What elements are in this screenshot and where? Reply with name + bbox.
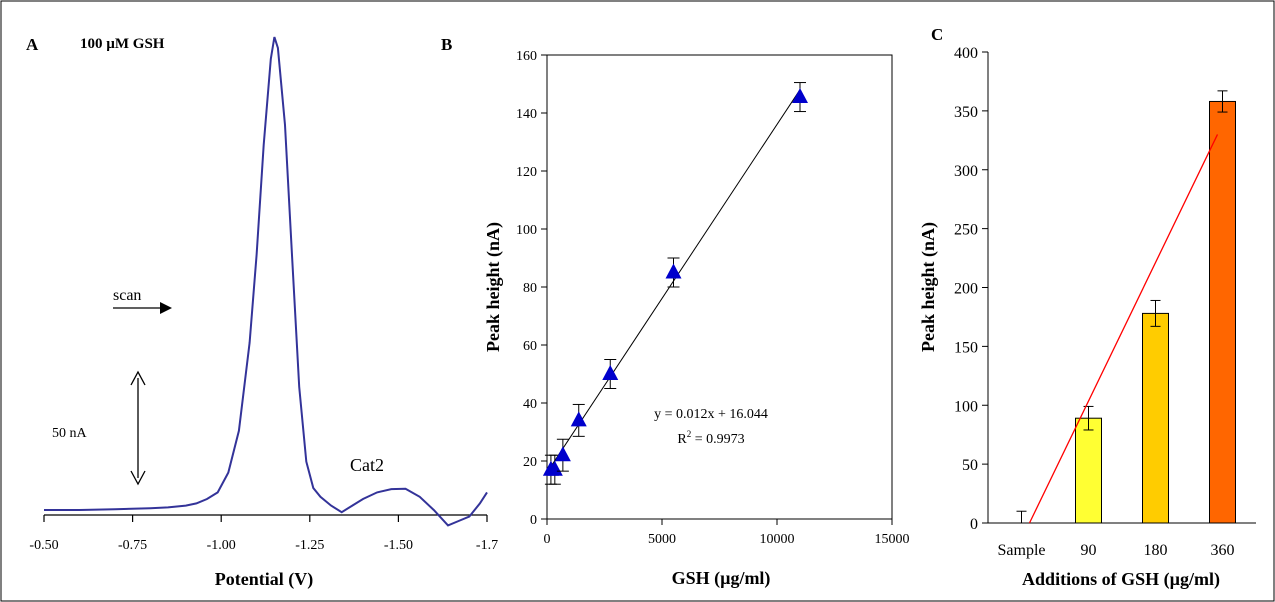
panel-c-y-title: Peak height (nA) [918,222,939,352]
scale-bar-arrow-bottom [130,470,146,486]
panel-a: A 100 µM GSH -0.50 -0.75 -1.00 -1.25 -1.50 -1… [26,35,498,590]
data-point-triangle [554,446,571,462]
panel-a-x-ticks: -0.50 -0.75 -1.00 -1.25 -1.50 -1.7 [29,515,498,553]
bar-90 [1075,417,1102,524]
scan-arrow-head [160,302,172,314]
panel-a-x-tick-label: -0.50 [29,538,58,553]
panel-c-x-labels: Sample 90 180 360 [998,542,1235,559]
panel-c-y-tick-label: 0 [970,516,978,533]
panel-a-title: 100 µM GSH [80,36,165,52]
data-point-triangle [546,460,563,476]
panel-c-y-tick-label: 200 [954,281,978,298]
panel-b-plot-area [546,54,893,520]
panel-b-y-tick-label: 120 [516,165,537,180]
panel-b-y-tick-label: 140 [516,107,537,122]
panel-b-y-tick-label: 40 [523,397,537,412]
bar-180 [1142,312,1169,524]
panel-b-x-title: GSH (µg/ml) [672,568,771,589]
scale-bar-label: 50 nA [52,426,88,441]
panel-a-x-tick-label: -1.25 [295,538,324,553]
panel-b-y-tick-label: 20 [523,455,537,470]
regression-equation: y = 0.012x + 16.044 [654,407,768,422]
scale-bar-arrow-top [130,370,146,386]
panel-a-x-title: Potential (V) [215,569,313,590]
panel-c: C 0 50 100 150 200 250 300 350 400 Sample 90 180 36… [918,25,1256,590]
r-squared-symbol: R [677,432,687,447]
panel-a-x-tick-label: -1.7 [476,538,498,553]
panel-c-letter: C [931,25,943,44]
panel-a-x-tick-label: -1.00 [207,538,236,553]
data-point-triangle [665,263,682,279]
r-squared-value: = 0.9973 [691,432,744,447]
panel-b-y-title: Peak height (nA) [483,222,504,352]
standard-addition-line [1028,134,1219,524]
data-point-triangle [570,411,587,427]
panel-c-y-ticks: 0 50 100 150 200 250 300 350 400 [954,45,988,533]
category-label: 180 [1144,542,1168,559]
voltammogram-curve [44,36,488,527]
panel-a-letter: A [26,35,39,54]
data-point-triangle [602,365,619,380]
panel-b-x-tick-label: 5000 [648,532,676,547]
category-label: 90 [1081,542,1097,559]
panel-c-bars [1016,90,1236,524]
panel-b-points [542,82,808,485]
cat2-label: Cat2 [350,455,384,475]
panel-a-x-tick-label: -0.75 [118,538,147,553]
panel-b-y-tick-label: 60 [523,339,537,354]
panel-b-y-tick-label: 0 [530,513,537,528]
category-label: 360 [1211,542,1235,559]
panel-b-y-ticks: 0 20 40 60 80 100 120 140 160 [516,49,547,528]
panel-b-x-ticks: 0 5000 10000 15000 [544,519,910,547]
panel-c-y-tick-label: 50 [962,457,978,474]
panel-b-y-tick-label: 100 [516,223,537,238]
panel-c-y-tick-label: 100 [954,398,978,415]
category-label: Sample [998,542,1046,559]
bar-360 [1209,100,1236,524]
panel-c-y-tick-label: 350 [954,104,978,121]
panel-a-x-tick-label: -1.50 [384,538,413,553]
panel-c-y-tick-label: 300 [954,163,978,180]
r-squared: R2 = 0.9973 [677,429,744,447]
panel-b-x-tick-label: 0 [544,532,551,547]
panel-b-letter: B [441,35,452,54]
panel-c-y-tick-label: 150 [954,339,978,356]
panel-c-y-tick-label: 400 [954,45,978,62]
panel-b-y-tick-label: 80 [523,281,537,296]
panel-c-y-tick-label: 250 [954,222,978,239]
data-point-triangle [792,88,808,104]
panel-b-y-tick-label: 160 [516,49,537,64]
r-squared-exponent: 2 [687,429,692,439]
panel-b-x-tick-label: 10000 [760,532,795,547]
panel-c-x-title: Additions of GSH (µg/ml) [1022,569,1220,590]
panel-b-x-tick-label: 15000 [875,532,910,547]
scan-label: scan [113,287,141,304]
